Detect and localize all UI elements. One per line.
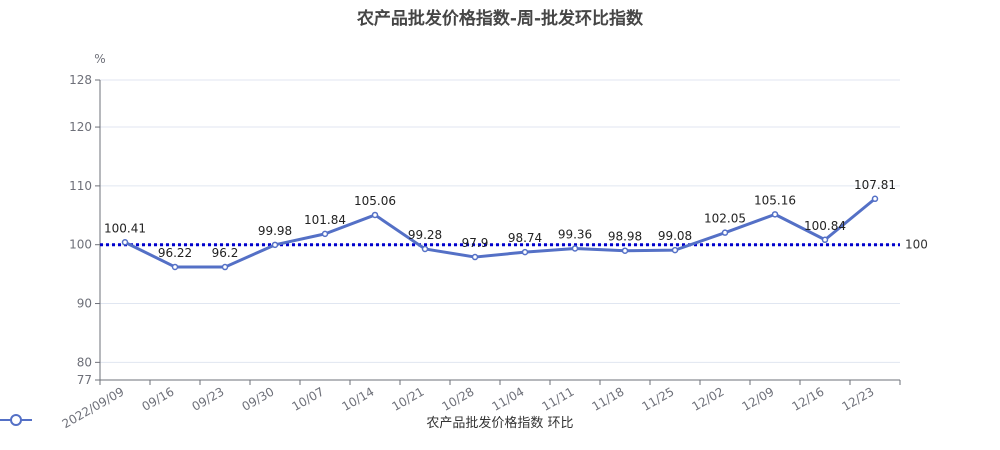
data-point: [471, 253, 479, 261]
data-point: [171, 263, 179, 271]
data-label: 99.36: [558, 227, 592, 241]
data-label: 97.9: [462, 236, 489, 250]
y-tick-label: 120: [69, 120, 92, 134]
data-point: [771, 211, 779, 218]
data-label: 105.06: [354, 194, 396, 208]
data-point: [321, 230, 329, 238]
y-axis-unit: %: [94, 52, 105, 66]
x-tick-label: 09/16: [140, 384, 177, 413]
legend-swatch-icon: [0, 414, 32, 426]
y-tick-label: 77: [77, 373, 92, 387]
x-tick-label: 10/07: [290, 384, 327, 413]
data-label: 99.28: [408, 228, 442, 242]
data-point: [571, 245, 579, 252]
x-tick-label: 12/09: [740, 384, 777, 413]
series-line: [124, 197, 876, 269]
data-point: [621, 247, 629, 254]
x-tick-label: 11/11: [540, 384, 577, 413]
x-tick-label: 11/25: [640, 384, 677, 413]
data-label: 102.05: [704, 212, 746, 226]
data-label: 100.84: [804, 219, 846, 233]
data-point: [821, 236, 829, 244]
data-label: 96.22: [158, 246, 192, 260]
data-label: 107.81: [854, 178, 896, 192]
x-tick-label: 10/21: [390, 384, 427, 413]
data-point: [421, 245, 429, 253]
data-label: 100.41: [104, 221, 146, 235]
data-point: [521, 248, 529, 256]
x-tick-label: 11/18: [590, 384, 627, 413]
x-tick-label: 12/16: [790, 384, 827, 413]
x-tick-label: 09/23: [190, 384, 227, 413]
data-label: 98.98: [608, 230, 642, 244]
data-label: 101.84: [304, 213, 346, 227]
reference-line-label: 100: [905, 238, 928, 252]
chart-title: 农产品批发价格指数-周-批发环比指数: [356, 9, 644, 29]
x-tick-label: 10/28: [440, 384, 477, 413]
legend-label: 农产品批发价格指数 环比: [426, 416, 574, 431]
data-point: [121, 239, 129, 246]
y-tick-label: 110: [69, 179, 92, 193]
data-point: [671, 246, 679, 254]
data-point: [721, 229, 729, 236]
data-label: 105.16: [754, 193, 796, 207]
x-tick-label: 12/23: [840, 384, 877, 413]
data-point: [371, 211, 379, 219]
y-tick-label: 90: [77, 297, 92, 311]
data-label: 96.2: [212, 246, 239, 260]
legend[interactable]: 农产品批发价格指数 环比: [0, 412, 1000, 431]
data-point: [271, 241, 279, 249]
data-label: 98.74: [508, 231, 542, 245]
data-point: [221, 263, 229, 271]
y-tick-label: 80: [77, 355, 92, 369]
y-tick-label: 128: [69, 73, 92, 87]
x-tick-label: 09/30: [240, 384, 277, 413]
y-tick-label: 100: [69, 238, 92, 252]
data-label: 99.98: [258, 224, 292, 238]
x-tick-label: 10/14: [340, 384, 377, 413]
data-label: 99.08: [658, 229, 692, 243]
x-tick-label: 11/04: [490, 384, 527, 413]
x-tick-label: 12/02: [690, 384, 727, 413]
data-point: [871, 195, 879, 203]
